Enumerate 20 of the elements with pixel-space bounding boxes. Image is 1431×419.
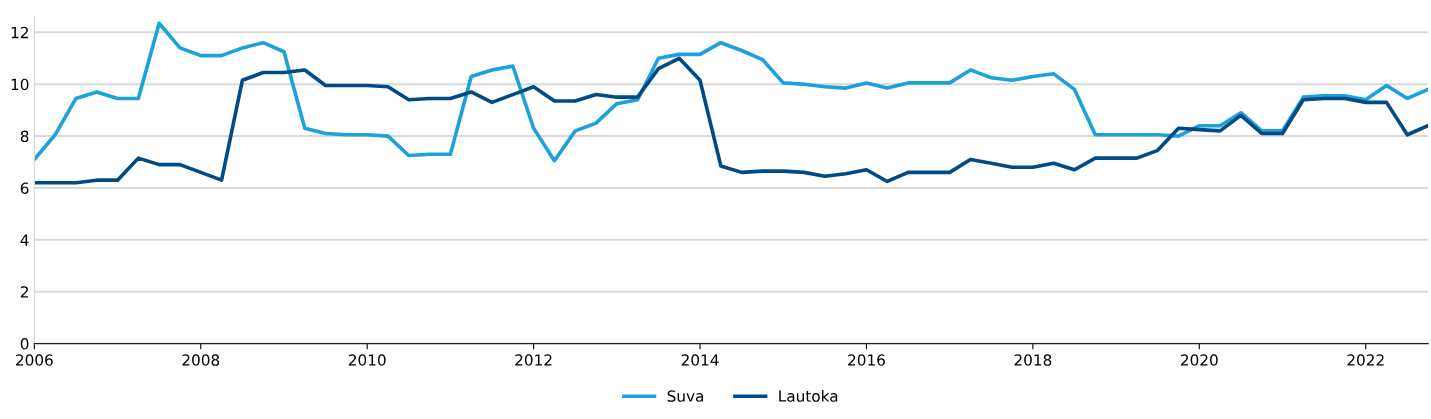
legend-label: Lautoka [779,390,838,402]
x-tick-label: 2016 [848,354,885,366]
y-tick-label: 4 [20,234,29,246]
x-tick-label: 2012 [515,354,552,366]
x-tick-label: 2014 [681,354,719,366]
y-tick-label: 12 [11,26,28,39]
line-series [34,21,1429,163]
y-tick-label: 10 [11,78,29,91]
y-tick-label: 0 [20,338,29,350]
x-tick-label: 2022 [1347,354,1384,366]
x-tick-label: 2020 [1180,354,1218,366]
y-tick-label: 6 [20,182,29,194]
y-tick-label: 8 [20,130,29,143]
x-tick-label: 2008 [182,354,220,366]
legend-label: Suva [667,390,704,402]
y-tick-label: 2 [20,286,28,298]
x-tick-label: 2018 [1014,354,1052,366]
x-tick-label: 2006 [16,354,53,366]
line-series [34,56,1429,185]
x-tick-label: 2010 [348,354,386,366]
